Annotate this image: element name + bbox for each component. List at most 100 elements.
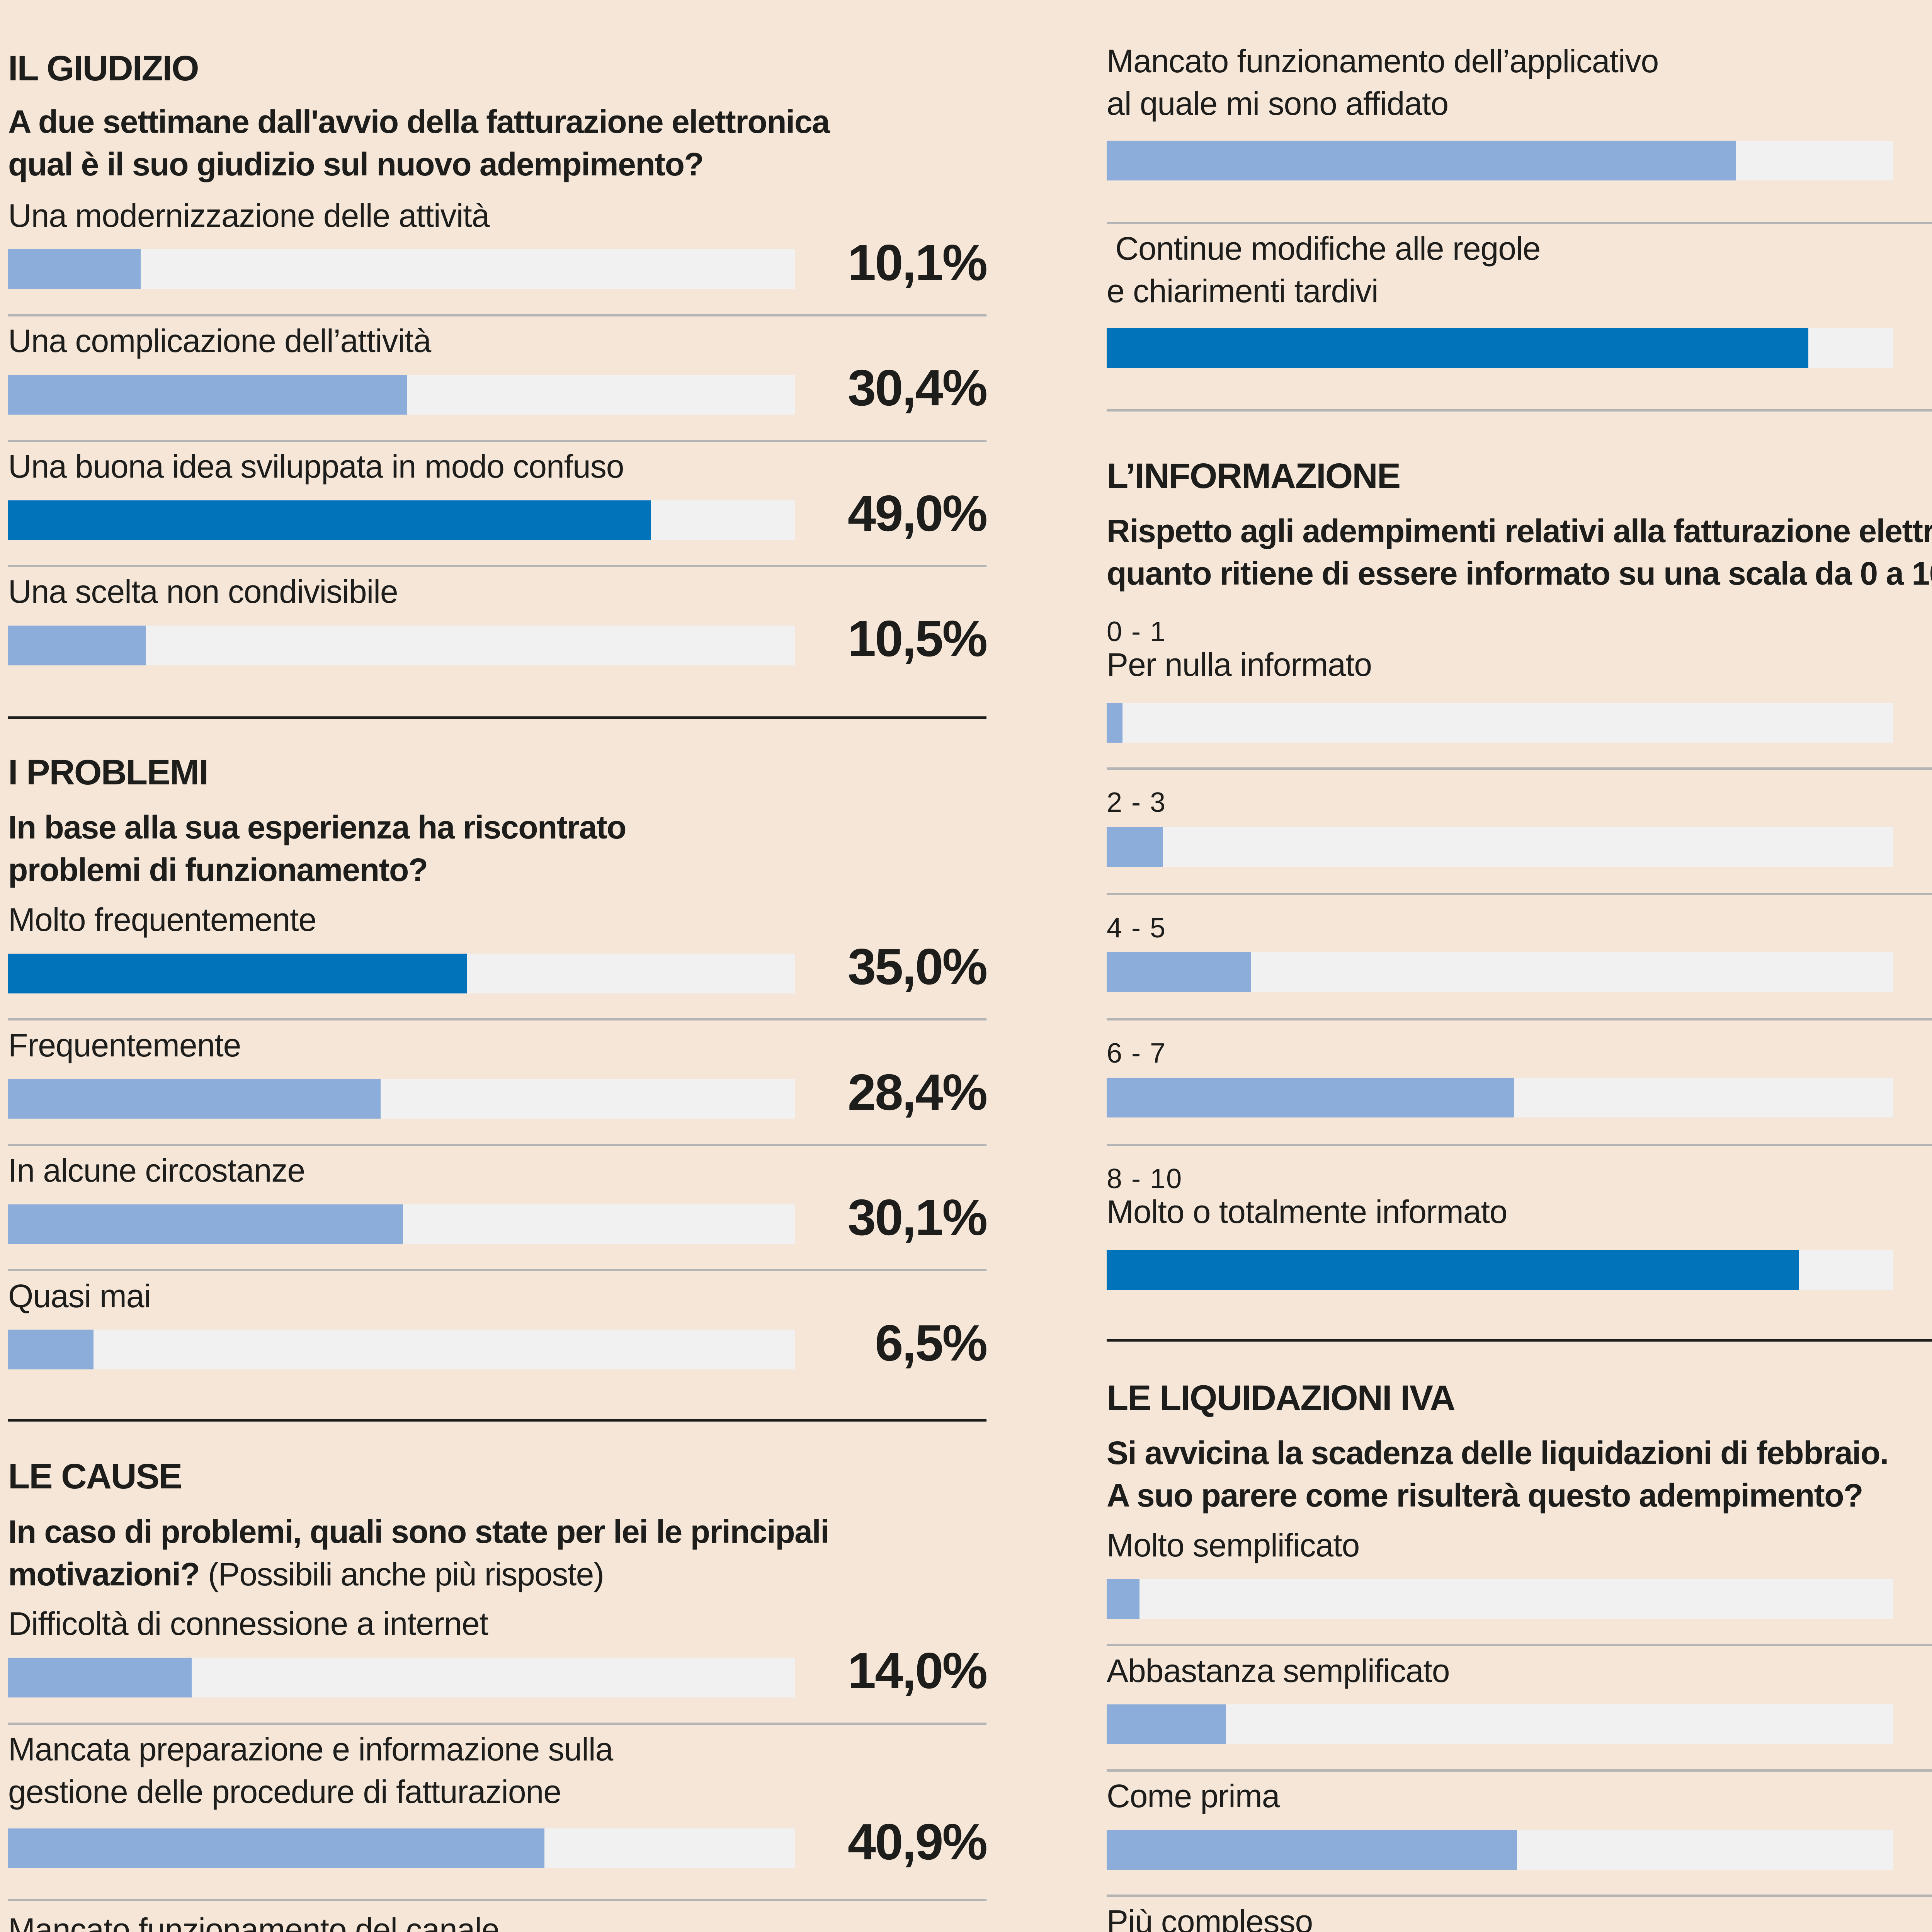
- row-divider: [1107, 222, 1932, 224]
- bar-value-label: 10,5%: [847, 610, 988, 667]
- row-divider: [8, 1723, 986, 1725]
- bar-category-label: Una scelta non condivisibile: [8, 573, 398, 610]
- bar-value-label: 49,0%: [847, 485, 988, 542]
- bar-value-label: 30,1%: [847, 1189, 988, 1246]
- bar: [8, 249, 141, 289]
- bar-track: [1107, 328, 1893, 368]
- row-divider: [1107, 1644, 1932, 1646]
- scale-range-label: 8 - 10: [1107, 1163, 1183, 1194]
- bar: [1107, 141, 1736, 180]
- bar-highlight: [1107, 328, 1808, 368]
- row-divider: [8, 1018, 986, 1020]
- row-divider: [1107, 893, 1932, 895]
- bar: [8, 1658, 192, 1697]
- question-text: In caso di problemi, quali sono state pe…: [8, 1514, 830, 1592]
- bar-track: [8, 249, 795, 289]
- bar-category-label: Molto semplificato: [1107, 1527, 1360, 1563]
- bar: [1107, 827, 1163, 867]
- bar: [8, 375, 407, 415]
- section-title: L’INFORMAZIONE: [1107, 456, 1401, 496]
- row-divider: [1107, 1144, 1932, 1146]
- bar-track: [1107, 141, 1893, 180]
- bar-value-label: 28,4%: [847, 1064, 988, 1121]
- bar-track: [1107, 1579, 1893, 1619]
- bar-highlight: [8, 954, 467, 993]
- bar-category-label: Mancato funzionamento dell’applicativo a…: [1107, 43, 1659, 122]
- bar-category-label: Abbastanza semplificato: [1107, 1653, 1450, 1689]
- bar-track: [8, 1828, 795, 1868]
- bar-track: [8, 954, 795, 993]
- bar-category-label: Molto o totalmente informato: [1107, 1194, 1508, 1230]
- bar-track: [1107, 1830, 1893, 1870]
- question-text: Si avvicina la scadenza delle liquidazio…: [1107, 1435, 1889, 1514]
- row-divider: [1107, 1769, 1932, 1772]
- bar-track: [8, 1204, 795, 1244]
- bar-track: [1107, 1250, 1893, 1290]
- bar: [1107, 1830, 1517, 1870]
- bar-category-label: Mancato funzionamento del canale predisp…: [8, 1912, 500, 1932]
- row-divider: [8, 1899, 986, 1901]
- bar-category-label: In alcune circostanze: [8, 1152, 305, 1189]
- section-question: Rispetto agli adempimenti relativi alla …: [1107, 510, 1932, 595]
- scale-range-label: 6 - 7: [1107, 1038, 1167, 1069]
- bar: [1107, 703, 1123, 743]
- row-divider: [8, 1269, 986, 1271]
- section-question: A due settimane dall'avvio della fattura…: [8, 100, 830, 185]
- question-text: In base alla sua esperienza ha riscontra…: [8, 809, 627, 888]
- bar-track: [8, 1330, 795, 1369]
- bar-category-label: Difficoltà di connessione a internet: [8, 1605, 488, 1642]
- bar-value-label: 40,9%: [847, 1813, 988, 1870]
- bar-category-label: Una modernizzazione delle attività: [8, 197, 490, 234]
- row-divider: [8, 314, 986, 316]
- bar-category-label: Mancata preparazione e informazione sull…: [8, 1731, 613, 1810]
- row-divider: [8, 1144, 986, 1146]
- bar-track: [8, 375, 795, 415]
- bar-track: [1107, 1078, 1893, 1117]
- bar-value-label: 35,0%: [847, 938, 988, 995]
- scale-range-label: 2 - 3: [1107, 787, 1167, 818]
- row-divider: [8, 440, 986, 442]
- bar-value-label: 30,4%: [847, 359, 988, 416]
- bar-track: [1107, 1704, 1893, 1744]
- row-divider: [1107, 767, 1932, 770]
- section-divider: [8, 716, 986, 719]
- section-divider: [1107, 409, 1932, 412]
- bar-category-label: Per nulla informato: [1107, 646, 1372, 683]
- bar: [1107, 1579, 1139, 1619]
- bar-category-label: Più complesso: [1107, 1903, 1313, 1932]
- bar: [8, 1828, 545, 1868]
- bar-category-label: Una complicazione dell’attività: [8, 323, 431, 359]
- bar-category-label: Continue modifiche alle regole e chiarim…: [1107, 230, 1541, 309]
- bar-value-label: 6,5%: [875, 1315, 988, 1371]
- bar: [8, 626, 146, 665]
- bar: [8, 1330, 94, 1369]
- bar-value-label: 10,1%: [847, 234, 988, 291]
- scale-range-label: 0 - 1: [1107, 616, 1167, 647]
- row-divider: [1107, 1895, 1932, 1897]
- bar: [1107, 1704, 1226, 1744]
- bar-category-label: Quasi mai: [8, 1278, 151, 1314]
- bar: [8, 1204, 403, 1244]
- bar-category-label: Frequentemente: [8, 1027, 241, 1063]
- bar: [1107, 1078, 1515, 1117]
- bar: [8, 1079, 381, 1119]
- section-title: LE LIQUIDAZIONI IVA: [1107, 1378, 1456, 1418]
- section-question: Si avvicina la scadenza delle liquidazio…: [1107, 1432, 1889, 1517]
- bar-track: [8, 1079, 795, 1119]
- question-text: A due settimane dall'avvio della fattura…: [8, 104, 830, 182]
- section-title: IL GIUDIZIO: [8, 49, 199, 88]
- bar-track: [8, 626, 795, 665]
- section-title: LE CAUSE: [8, 1457, 182, 1496]
- bar-category-label: Una buona idea sviluppata in modo confus…: [8, 448, 624, 485]
- bar-track: [8, 500, 795, 540]
- bar-category-label: Molto frequentemente: [8, 901, 316, 938]
- bar-track: [1107, 703, 1893, 743]
- row-divider: [1107, 1018, 1932, 1020]
- section-title: I PROBLEMI: [8, 753, 209, 792]
- bar-highlight: [8, 500, 651, 540]
- question-text: Rispetto agli adempimenti relativi alla …: [1107, 513, 1932, 592]
- bar-track: [1107, 827, 1893, 867]
- row-divider: [8, 565, 986, 567]
- bar-value-label: 14,0%: [847, 1642, 988, 1699]
- bar: [1107, 952, 1251, 992]
